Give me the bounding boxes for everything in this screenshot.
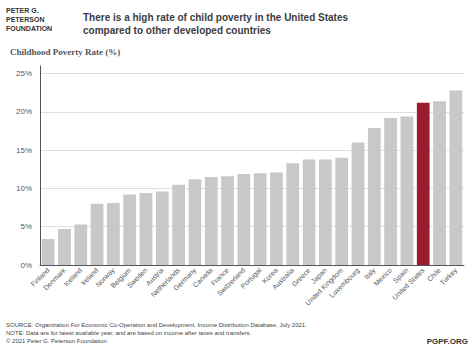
svg-text:Portugal: Portugal xyxy=(239,266,263,290)
svg-text:0%: 0% xyxy=(20,261,32,270)
svg-text:Belgium: Belgium xyxy=(109,266,133,290)
svg-text:SOURCE: Organization For Econo: SOURCE: Organization For Economic Co-Ope… xyxy=(6,322,307,328)
svg-text:Germany: Germany xyxy=(172,266,198,292)
svg-text:Canada: Canada xyxy=(191,266,213,288)
svg-text:Spain: Spain xyxy=(391,266,410,285)
svg-text:Austria: Austria xyxy=(144,266,165,287)
svg-text:PETER G.: PETER G. xyxy=(6,7,39,14)
svg-text:NOTE: Data are for latest avai: NOTE: Data are for latest available year… xyxy=(6,330,251,336)
svg-text:compared to other developed co: compared to other developed countries xyxy=(83,25,271,36)
svg-text:Chile: Chile xyxy=(425,266,442,283)
svg-text:10%: 10% xyxy=(16,184,32,193)
svg-text:Turkey: Turkey xyxy=(438,266,459,287)
svg-text:Netherlands: Netherlands xyxy=(149,266,182,299)
svg-text:Mexico: Mexico xyxy=(372,266,393,287)
svg-text:5%: 5% xyxy=(20,222,32,231)
svg-text:Sweden: Sweden xyxy=(126,266,149,289)
svg-text:Italy: Italy xyxy=(362,266,377,281)
svg-text:United States: United States xyxy=(391,266,426,301)
svg-text:Iceland: Iceland xyxy=(62,266,83,287)
svg-text:15%: 15% xyxy=(16,146,32,155)
svg-text:Switzerland: Switzerland xyxy=(215,266,247,297)
svg-text:Greece: Greece xyxy=(290,266,311,287)
svg-text:France: France xyxy=(209,266,230,287)
svg-text:PGPF.ORG: PGPF.ORG xyxy=(427,337,468,346)
svg-text:Luxembourg: Luxembourg xyxy=(328,266,361,299)
svg-text:25%: 25% xyxy=(16,69,32,78)
svg-text:© 2021 Peter G. Peterson Found: © 2021 Peter G. Peterson Foundation xyxy=(6,338,107,344)
svg-text:Ireland: Ireland xyxy=(79,266,100,287)
svg-text:Japan: Japan xyxy=(309,266,328,285)
svg-text:Childhood Poverty Rate (%): Childhood Poverty Rate (%) xyxy=(10,47,120,57)
svg-text:Australia: Australia xyxy=(271,266,295,290)
svg-text:Korea: Korea xyxy=(260,266,279,285)
svg-text:Norway: Norway xyxy=(94,266,116,289)
svg-text:FOUNDATION: FOUNDATION xyxy=(6,25,52,32)
svg-text:20%: 20% xyxy=(16,107,32,116)
svg-text:Denmark: Denmark xyxy=(42,266,67,291)
svg-text:There is a high rate of child: There is a high rate of child poverty in… xyxy=(83,12,348,23)
svg-text:United Kingdom: United Kingdom xyxy=(304,266,345,307)
svg-text:Finland: Finland xyxy=(29,266,51,288)
svg-text:PETERSON: PETERSON xyxy=(6,16,45,23)
